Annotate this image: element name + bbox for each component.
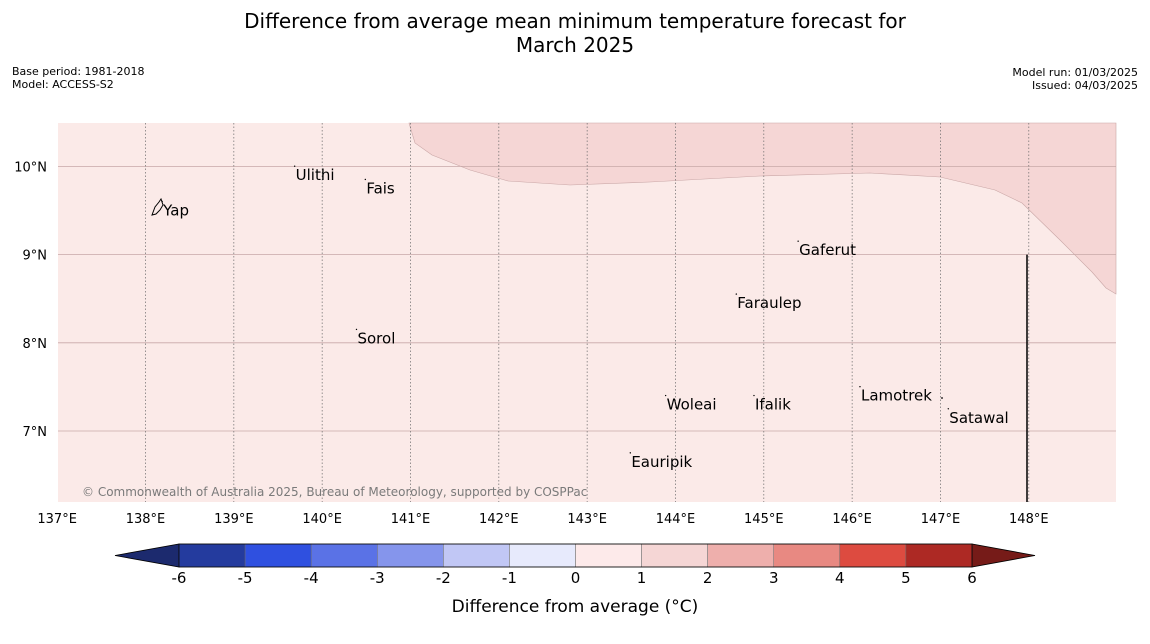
colorbar-tick-label: -6 xyxy=(172,569,187,587)
colorbar-segment xyxy=(905,543,973,568)
metadata-right: Model run: 01/03/2025 Issued: 04/03/2025 xyxy=(1012,66,1138,92)
colorbar-label: Difference from average (°C) xyxy=(452,597,699,617)
lat-tick-label: 8°N xyxy=(23,337,48,352)
lon-tick-label: 138°E xyxy=(126,512,166,527)
place-label: Ulithi xyxy=(296,166,335,184)
lon-tick-label: 148°E xyxy=(1009,512,1049,527)
colorbar-tick-label: 1 xyxy=(637,569,647,587)
colorbar-segment xyxy=(575,543,642,568)
island-dot xyxy=(629,452,632,454)
issued-date: Issued: 04/03/2025 xyxy=(1031,79,1138,92)
island-dot xyxy=(859,386,861,388)
lon-tick-label: 139°E xyxy=(214,512,254,527)
base-period: Base period: 1981-2018 xyxy=(12,65,145,78)
lon-tick-label: 143°E xyxy=(567,512,607,527)
lat-tick-label: 7°N xyxy=(23,425,48,440)
island-dot xyxy=(355,328,358,331)
colorbar-tick-label: 4 xyxy=(835,569,845,587)
place-label: Woleai xyxy=(667,396,717,414)
place-label: Eauripik xyxy=(631,453,692,471)
lon-tick-label: 142°E xyxy=(479,512,519,527)
place-label: Lamotrek xyxy=(861,387,932,405)
colorbar-segment xyxy=(178,543,246,568)
island-dot xyxy=(947,408,950,410)
colorbar-segment xyxy=(244,543,312,568)
chart-title: Difference from average mean minimum tem… xyxy=(0,9,1150,57)
lon-tick-label: 141°E xyxy=(391,512,431,527)
place-label: Fais xyxy=(366,179,395,197)
colorbar-segment xyxy=(509,543,576,568)
colorbar-tick-label: 3 xyxy=(769,569,779,587)
colorbar-low-extend xyxy=(114,543,180,568)
place-label: Gaferut xyxy=(799,241,856,259)
place-label: Yap xyxy=(162,202,189,220)
colorbar-tick-label: -2 xyxy=(436,569,451,587)
lat-tick-label: 9°N xyxy=(23,249,48,264)
colorbar-tick-label: -3 xyxy=(370,569,385,587)
colorbar-segment xyxy=(310,543,378,568)
colorbar-tick-label: 6 xyxy=(967,569,977,587)
title-line-2: March 2025 xyxy=(515,33,635,57)
copyright-text: © Commonwealth of Australia 2025, Bureau… xyxy=(82,485,587,499)
colorbar-segment xyxy=(641,543,708,568)
island-dot xyxy=(664,394,667,397)
colorbar-segment xyxy=(707,543,775,568)
place-label: Satawal xyxy=(949,409,1008,427)
lat-tick-label: 10°N xyxy=(14,160,47,175)
place-label: Ifalik xyxy=(755,396,791,414)
island-dot xyxy=(797,240,799,242)
colorbar-segment xyxy=(443,543,510,568)
island-dot xyxy=(364,178,367,181)
colorbar-tick-label: -1 xyxy=(502,569,517,587)
island-dot xyxy=(293,165,296,167)
title-line-1: Difference from average mean minimum tem… xyxy=(244,9,906,33)
model-run-date: Model run: 01/03/2025 xyxy=(1012,66,1138,79)
lon-tick-label: 145°E xyxy=(744,512,784,527)
place-label: Faraulep xyxy=(737,294,801,312)
place-label: Sorol xyxy=(357,329,395,347)
lon-tick-label: 146°E xyxy=(832,512,872,527)
island-dot xyxy=(161,200,163,203)
anomaly-region xyxy=(408,122,1117,295)
lon-tick-label: 144°E xyxy=(656,512,696,527)
colorbar-segment xyxy=(773,543,841,568)
lon-tick-label: 137°E xyxy=(37,512,77,527)
lon-tick-label: 140°E xyxy=(302,512,342,527)
island-dot xyxy=(753,394,755,397)
colorbar-frame xyxy=(178,543,973,568)
colorbar-tick-label: -5 xyxy=(238,569,253,587)
island-dot xyxy=(735,293,738,295)
colorbar-tick-label: 0 xyxy=(571,569,581,587)
model-name: Model: ACCESS-S2 xyxy=(12,78,114,91)
colorbar-tick-label: 5 xyxy=(901,569,911,587)
colorbar-tick-label: -4 xyxy=(304,569,319,587)
colorbar-segment xyxy=(839,543,907,568)
metadata-left: Base period: 1981-2018 Model: ACCESS-S2 xyxy=(12,65,144,91)
colorbar-tick-label: 2 xyxy=(703,569,713,587)
island-dot xyxy=(941,397,943,399)
colorbar-high-extend xyxy=(971,543,1036,568)
lon-tick-label: 147°E xyxy=(921,512,961,527)
colorbar-segment xyxy=(377,543,444,568)
